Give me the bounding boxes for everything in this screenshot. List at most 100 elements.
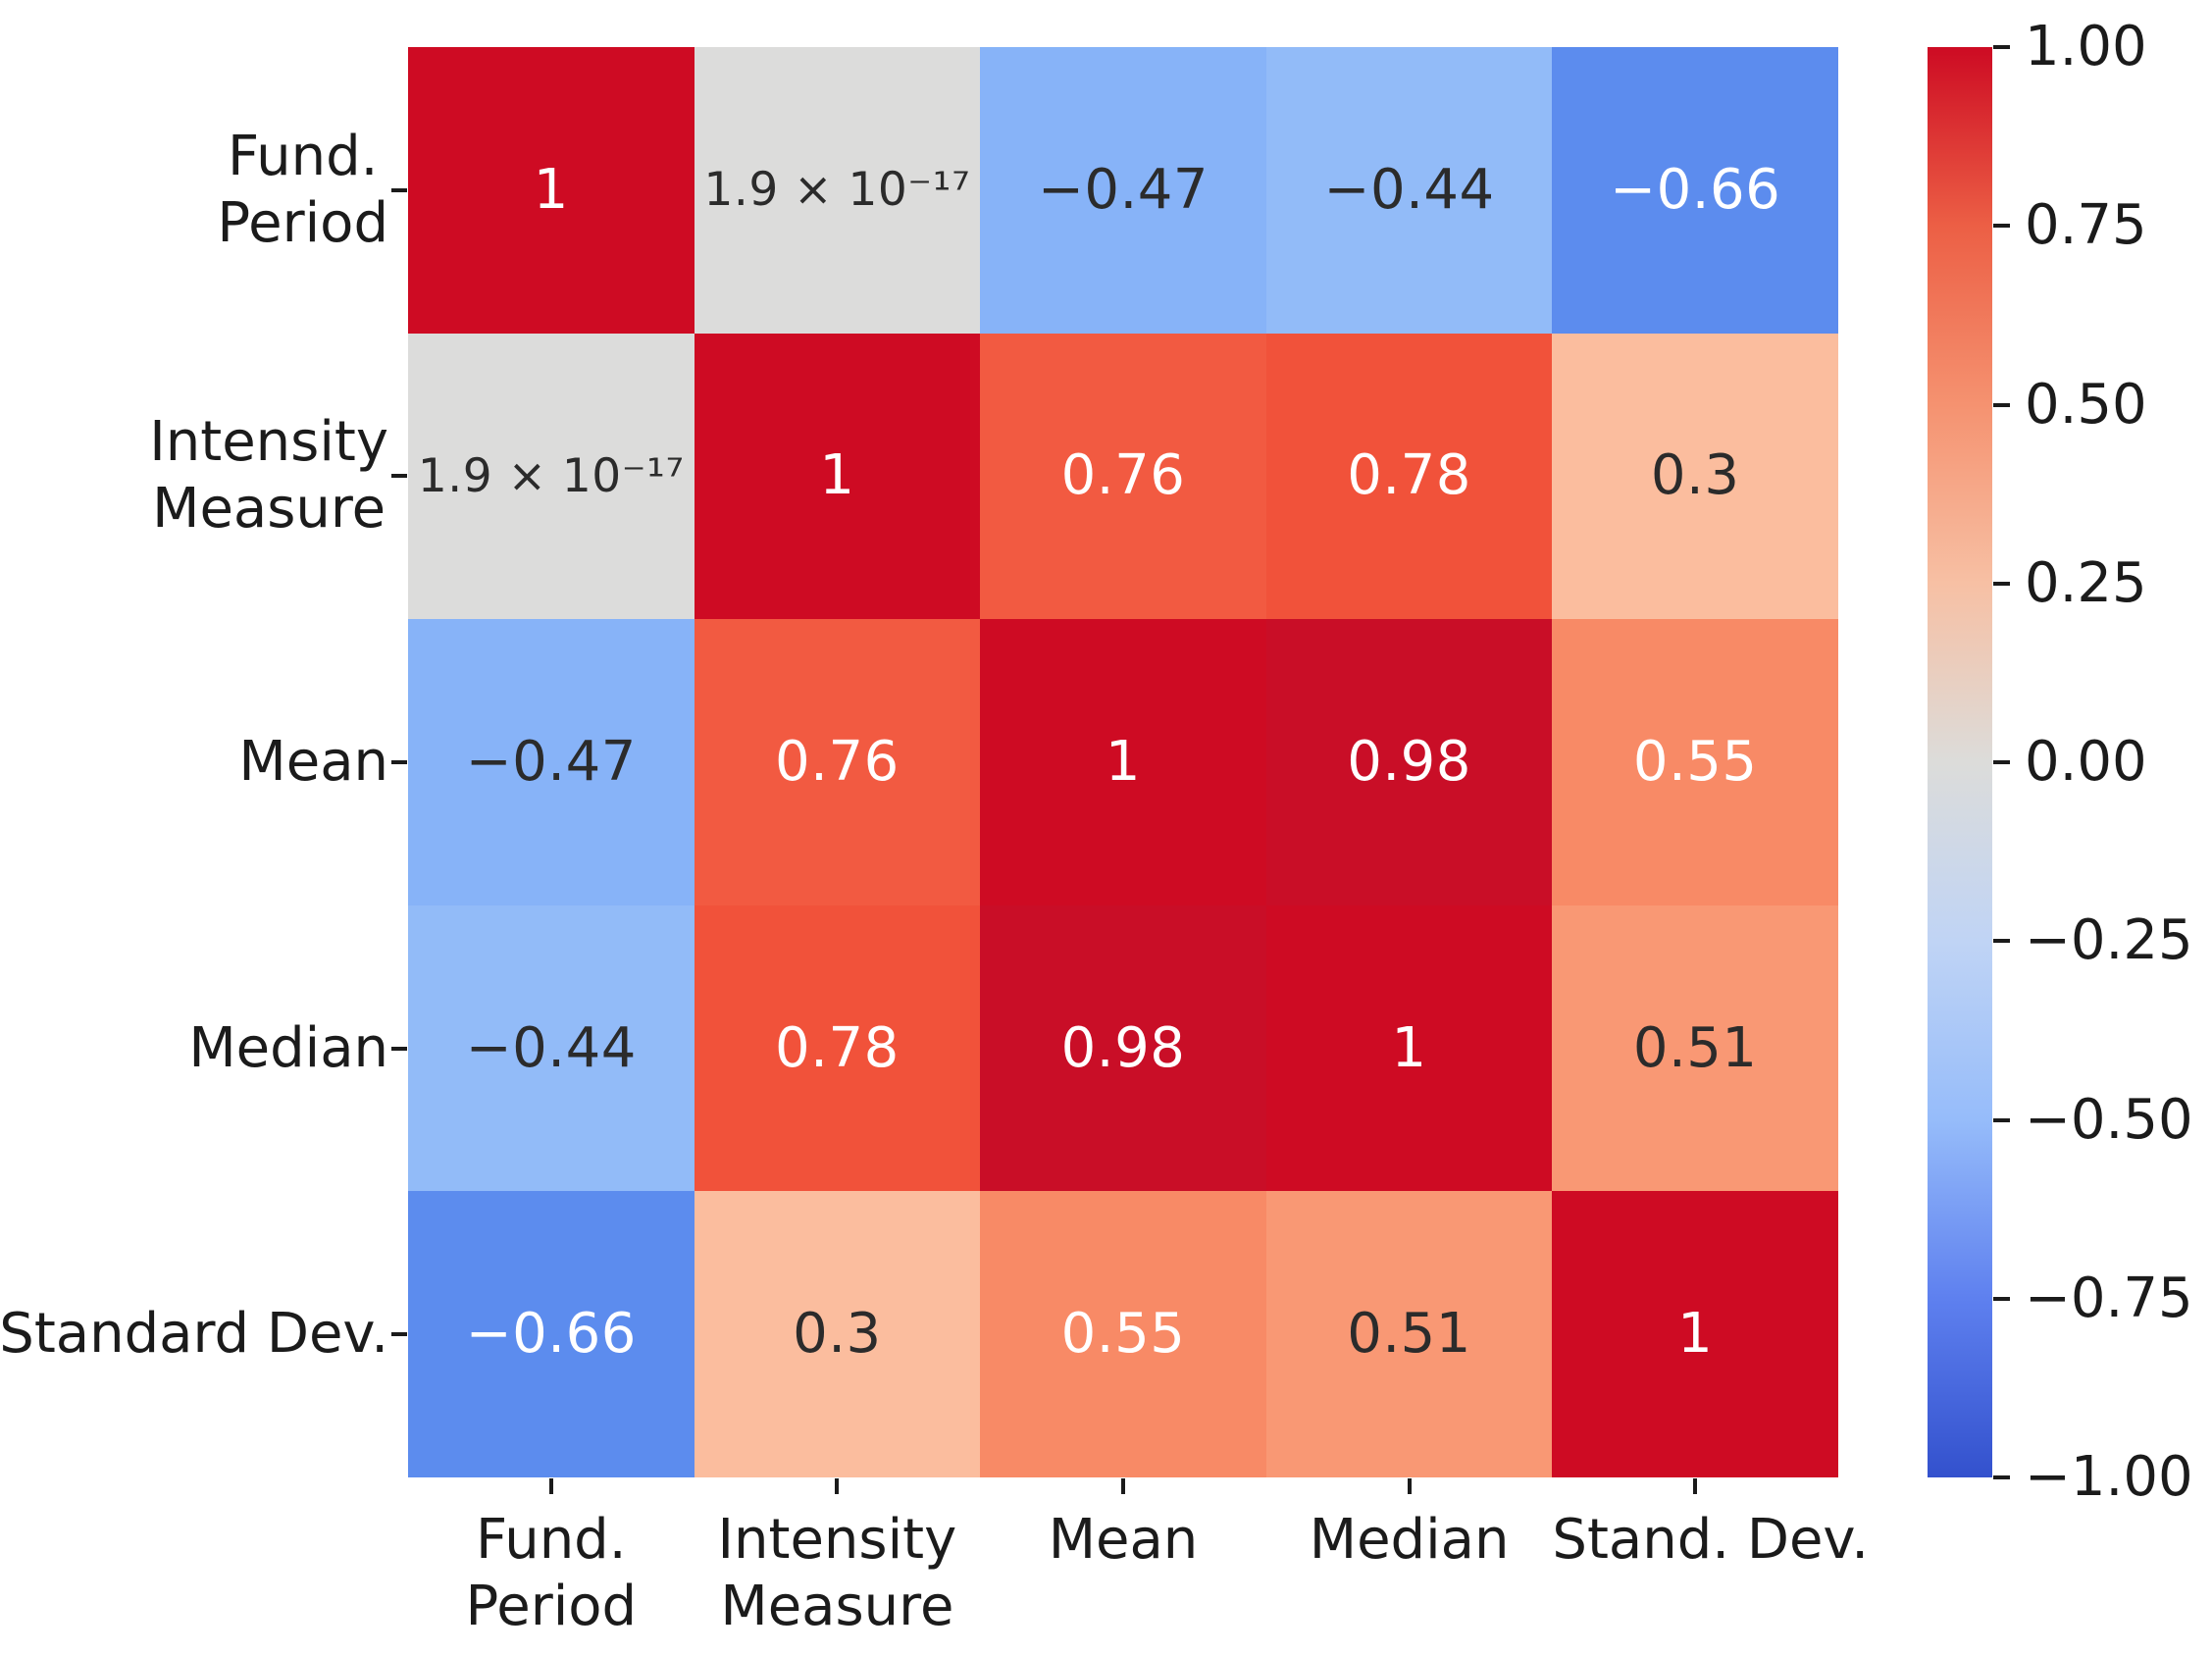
heatmap-cell: 0.51 [1552,905,1838,1192]
cell-value: −0.44 [465,1015,637,1080]
cell-value: −0.47 [465,729,637,794]
y-axis-label: Fund. Period [0,47,388,334]
y-axis-label: Intensity Measure [0,334,388,620]
cell-value: 0.78 [775,1015,900,1080]
colorbar-tick-mark [1993,760,2010,764]
heatmap-cell: 0.78 [1265,333,1553,620]
heatmap-cell: 1.9 × 10⁻¹⁷ [694,47,981,334]
y-axis-tick-mark [391,760,407,764]
colorbar-gradient [1928,47,1992,1477]
heatmap-cell: −0.66 [408,1191,694,1477]
x-axis-tick-mark [1693,1478,1698,1494]
cell-value: −0.66 [465,1302,637,1367]
x-axis-label-line: Intensity [717,1508,957,1572]
colorbar-tick-mark [1993,402,2010,407]
y-axis-label: Median [0,905,388,1192]
x-axis-label-line: Period [465,1575,638,1638]
cell-value: 1 [1105,729,1142,794]
heatmap-grid: 1 1.9 × 10⁻¹⁷ −0.47 −0.44 −0.66 1.9 × 10⁻¹⁷ 1 0… [408,47,1838,1477]
cell-value: 1 [1677,1302,1714,1367]
heatmap-cell: −0.44 [408,905,694,1192]
colorbar-tick-mark [1993,1296,2010,1301]
cell-value: 0.3 [1650,443,1740,508]
colorbar-tick-label: −0.50 [2025,1087,2193,1152]
y-axis-label: Mean [0,619,388,905]
y-axis-tick-mark [391,474,407,479]
colorbar-tick-label: 0.50 [2025,372,2147,437]
y-axis-tick-mark [391,187,407,192]
y-axis-label-line: Mean [238,729,388,794]
cell-value: 0.55 [1060,1302,1186,1367]
cell-value: 0.98 [1060,1015,1186,1080]
x-axis-label-line: Median [1309,1508,1510,1572]
cell-value: 1.9 × 10⁻¹⁷ [417,448,685,503]
cell-value: 0.3 [793,1302,882,1367]
cell-value: 0.76 [1060,443,1186,508]
heatmap-cell: 0.51 [1265,1191,1553,1477]
x-axis-label: Intensity Measure [694,1507,981,1640]
heatmap-cell: 0.76 [980,333,1266,620]
heatmap-cell: 1.9 × 10⁻¹⁷ [408,333,694,620]
cell-value: 0.98 [1347,729,1471,794]
heatmap-cell: 1 [1265,905,1553,1192]
colorbar-tick-label: −1.00 [2025,1445,2193,1509]
colorbar-tick-mark [1993,224,2010,229]
cell-value: 0.76 [775,729,900,794]
cell-value: −0.44 [1323,157,1495,222]
x-axis-tick-mark [1121,1478,1125,1494]
x-axis-label-line: Mean [1048,1508,1199,1572]
y-axis-label-line: Measure [152,477,386,542]
y-axis-label-line: Fund. [227,124,379,188]
colorbar-tick-label: 0.25 [2025,550,2147,615]
heatmap-cell: 1 [408,47,694,334]
y-axis-label-line: Intensity [149,410,388,475]
heatmap-cell: 0.76 [694,619,981,905]
heatmap-cell: 0.98 [980,905,1266,1192]
heatmap-cell: 0.98 [1265,619,1553,905]
heatmap-cell: 0.78 [694,905,981,1192]
heatmap-cell: −0.47 [408,619,694,905]
colorbar-tick-label: −0.75 [2025,1266,2193,1330]
x-axis-label: Median [1266,1507,1553,1574]
cell-value: 0.78 [1347,443,1471,508]
cell-value: −0.66 [1610,157,1781,222]
heatmap-cell: −0.47 [980,47,1266,334]
heatmap-cell: 0.3 [1552,333,1838,620]
x-axis-label-line: Fund. [476,1508,627,1572]
heatmap-cell: 0.55 [980,1191,1266,1477]
heatmap-cell: 0.3 [694,1191,981,1477]
heatmap-cell: 1 [694,333,981,620]
y-axis-tick-mark [391,1332,407,1337]
x-axis-label: Mean [980,1507,1266,1574]
y-axis-label-line: Standard Dev. [0,1302,388,1367]
colorbar-tick-label: −0.25 [2025,908,2193,973]
x-axis-tick-mark [1407,1478,1412,1494]
cell-value: 1 [533,157,569,222]
heatmap-cell: −0.66 [1552,47,1838,334]
cell-value: 1.9 × 10⁻¹⁷ [703,163,971,218]
colorbar-tick-mark [1993,939,2010,944]
cell-value: 1 [1391,1015,1427,1080]
heatmap-cell: −0.44 [1265,47,1553,334]
cell-value: 1 [819,443,855,508]
colorbar-tick-mark [1993,581,2010,586]
x-axis-tick-mark [548,1478,553,1494]
colorbar-tick-label: 0.00 [2025,730,2147,794]
cell-value: 0.51 [1347,1302,1471,1367]
heatmap-cell: 1 [980,619,1266,905]
colorbar-tick-mark [1993,1475,2010,1479]
heatmap-cell: 0.55 [1552,619,1838,905]
y-axis-label: Standard Dev. [0,1191,388,1477]
x-axis-label-line: Stand. Dev. [1552,1508,1870,1572]
cell-value: −0.47 [1037,157,1209,222]
y-axis-label-line: Period [217,190,388,255]
y-axis-label-line: Median [188,1015,388,1080]
x-axis-label: Stand. Dev. [1552,1507,1870,1574]
y-axis-tick-mark [391,1046,407,1051]
x-axis-label-line: Measure [720,1575,954,1638]
colorbar-tick-label: 0.75 [2025,193,2147,258]
colorbar-tick-mark [1993,1117,2010,1122]
heatmap-cell: 1 [1552,1191,1838,1477]
colorbar-tick-mark [1993,45,2010,49]
